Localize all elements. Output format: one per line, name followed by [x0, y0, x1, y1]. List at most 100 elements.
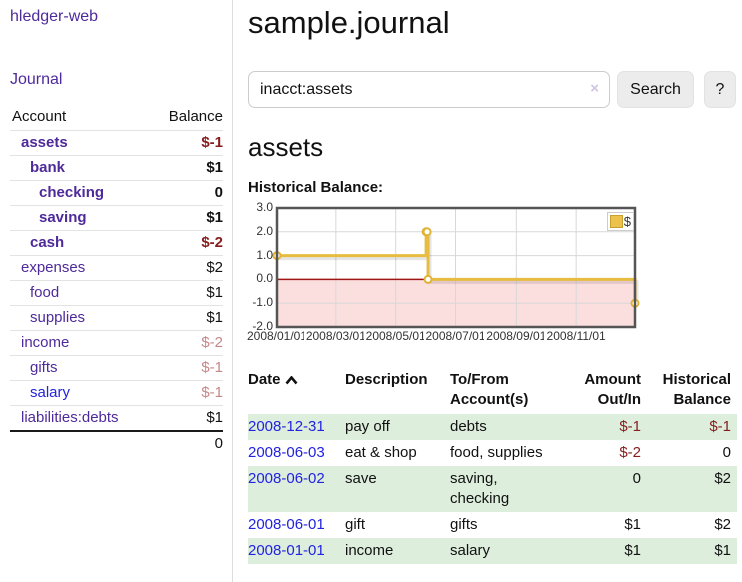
- accounts-balance-table: Account Balance assets $-1 bank $1 checking 0…: [10, 104, 223, 456]
- account-link-expenses[interactable]: expenses: [21, 259, 86, 276]
- account-balance: $2: [150, 255, 223, 281]
- transaction-balance: $2: [714, 470, 731, 487]
- account-link-gifts[interactable]: gifts: [30, 359, 58, 376]
- transaction-description: pay off: [345, 418, 390, 435]
- transaction-amount: $1: [624, 516, 641, 533]
- transaction-date-link[interactable]: 2008-06-02: [248, 470, 325, 487]
- account-balance: $1: [150, 155, 223, 181]
- sort-ascending-icon: [285, 372, 298, 389]
- transaction-accounts: debts: [450, 418, 487, 435]
- y-axis-tick-label: 0.0: [256, 271, 273, 286]
- transaction-balance: 0: [722, 444, 731, 461]
- accounts-column-header: To/From Account(s): [450, 371, 529, 408]
- account-row: bank $1: [10, 155, 223, 181]
- transaction-accounts: saving, checking: [450, 470, 510, 507]
- register-row: 2008-01-01 income salary $1 $1: [248, 538, 737, 564]
- account-balance: $-1: [150, 130, 223, 156]
- transaction-date-link[interactable]: 2008-12-31: [248, 418, 325, 435]
- accounts-column-header: Account: [10, 104, 151, 131]
- account-heading: assets: [248, 132, 324, 162]
- x-axis-tick-label: 2008/07/01: [423, 329, 488, 343]
- account-row: food $1: [10, 280, 223, 306]
- transaction-amount: $-1: [619, 418, 641, 435]
- search-input[interactable]: [248, 71, 610, 108]
- app-title-link[interactable]: hledger-web: [10, 8, 99, 25]
- date-column-header[interactable]: Date: [248, 368, 345, 414]
- y-axis-tick-label: -2.0: [252, 319, 273, 333]
- transaction-balance: $1: [714, 542, 731, 559]
- register-table: Date Description To/From Account(s) Amou…: [248, 368, 737, 564]
- register-row: 2008-06-01 gift gifts $1 $2: [248, 512, 737, 538]
- account-balance: $-2: [150, 330, 223, 356]
- series-label: $: [623, 214, 631, 229]
- main-content: sample.journal × Search ? assets Histori…: [245, 0, 742, 564]
- account-balance: $-2: [150, 230, 223, 256]
- search-button[interactable]: Search: [617, 71, 694, 108]
- account-row: income $-2: [10, 330, 223, 356]
- transaction-description: save: [345, 470, 377, 487]
- account-link-liabilities-debts[interactable]: liabilities:debts: [21, 409, 119, 426]
- register-row: 2008-06-03 eat & shop food, supplies $-2 0: [248, 440, 737, 466]
- sidebar: hledger-web Journal Account Balance asse…: [0, 0, 233, 582]
- transaction-amount: $1: [624, 542, 641, 559]
- y-axis-tick-label: 3.0: [256, 200, 273, 214]
- historical-balance-label: Historical Balance:: [248, 179, 384, 196]
- transaction-description: gift: [345, 516, 366, 533]
- account-row: supplies $1: [10, 305, 223, 331]
- balance-column-header: Balance: [150, 104, 223, 131]
- register-row: 2008-12-31 pay off debts $-1 $-1: [248, 414, 737, 440]
- sidebar-item-journal[interactable]: Journal: [10, 71, 63, 88]
- account-balance: $-1: [150, 380, 223, 406]
- account-link-supplies[interactable]: supplies: [30, 309, 86, 326]
- account-link-food[interactable]: food: [30, 284, 60, 301]
- account-row: liabilities:debts $1: [10, 405, 223, 432]
- transaction-balance: $2: [714, 516, 731, 533]
- clear-search-icon[interactable]: ×: [590, 80, 599, 97]
- amount-column-header: Amount Out/In: [584, 371, 641, 408]
- account-row: expenses $2: [10, 255, 223, 281]
- transaction-accounts: salary: [450, 542, 491, 559]
- transaction-description: income: [345, 542, 394, 559]
- help-button[interactable]: ?: [704, 71, 736, 108]
- balance-column-header: Historical Balance: [662, 371, 731, 408]
- account-row: cash $-2: [10, 230, 223, 256]
- account-balance: $-1: [150, 355, 223, 381]
- account-link-checking[interactable]: checking: [39, 184, 105, 201]
- transaction-date-link[interactable]: 2008-06-03: [248, 444, 325, 461]
- accounts-total-row: 0: [10, 430, 223, 456]
- x-axis-tick-label: 2008/01/01: [245, 329, 309, 343]
- chart-legend: $: [606, 212, 634, 231]
- transaction-date-link[interactable]: 2008-06-01: [248, 516, 325, 533]
- account-row: saving $1: [10, 205, 223, 231]
- account-row: salary $-1: [10, 380, 223, 406]
- transaction-accounts: gifts: [450, 516, 478, 533]
- y-axis-tick-label: 2.0: [256, 223, 273, 238]
- account-balance: $1: [150, 305, 223, 331]
- page-title: sample.journal: [248, 5, 450, 40]
- register-row: 2008-06-02 save saving, checking 0 $2: [248, 466, 737, 512]
- account-link-saving[interactable]: saving: [39, 209, 87, 226]
- y-axis-tick-label: 1.0: [256, 247, 273, 262]
- historical-balance-chart: $ 3.0 2.0 1.0 0.0 -1.0 -2.0 2008/01/01 2008/03/…: [245, 201, 644, 348]
- account-link-cash[interactable]: cash: [30, 234, 65, 251]
- x-axis-tick-label: 2008/03/01: [303, 329, 368, 343]
- transaction-date-link[interactable]: 2008-01-01: [248, 542, 325, 559]
- transaction-description: eat & shop: [345, 444, 417, 461]
- account-link-income[interactable]: income: [21, 334, 70, 351]
- x-axis-tick-label: 2008/05/01: [363, 329, 428, 343]
- y-axis-tick-label: -1.0: [252, 295, 273, 310]
- transaction-balance: $-1: [709, 418, 731, 435]
- account-row: gifts $-1: [10, 355, 223, 381]
- account-link-salary[interactable]: salary: [30, 384, 71, 401]
- account-balance: $1: [150, 280, 223, 306]
- series-color-swatch: [609, 215, 623, 228]
- search-form: × Search ?: [248, 71, 742, 108]
- account-balance: $1: [150, 405, 223, 432]
- account-link-bank[interactable]: bank: [30, 159, 66, 176]
- account-link-assets[interactable]: assets: [21, 134, 68, 151]
- description-column-header: Description: [345, 371, 428, 388]
- account-balance: 0: [150, 180, 223, 206]
- transaction-amount: 0: [632, 470, 641, 487]
- accounts-total-balance: 0: [150, 430, 223, 456]
